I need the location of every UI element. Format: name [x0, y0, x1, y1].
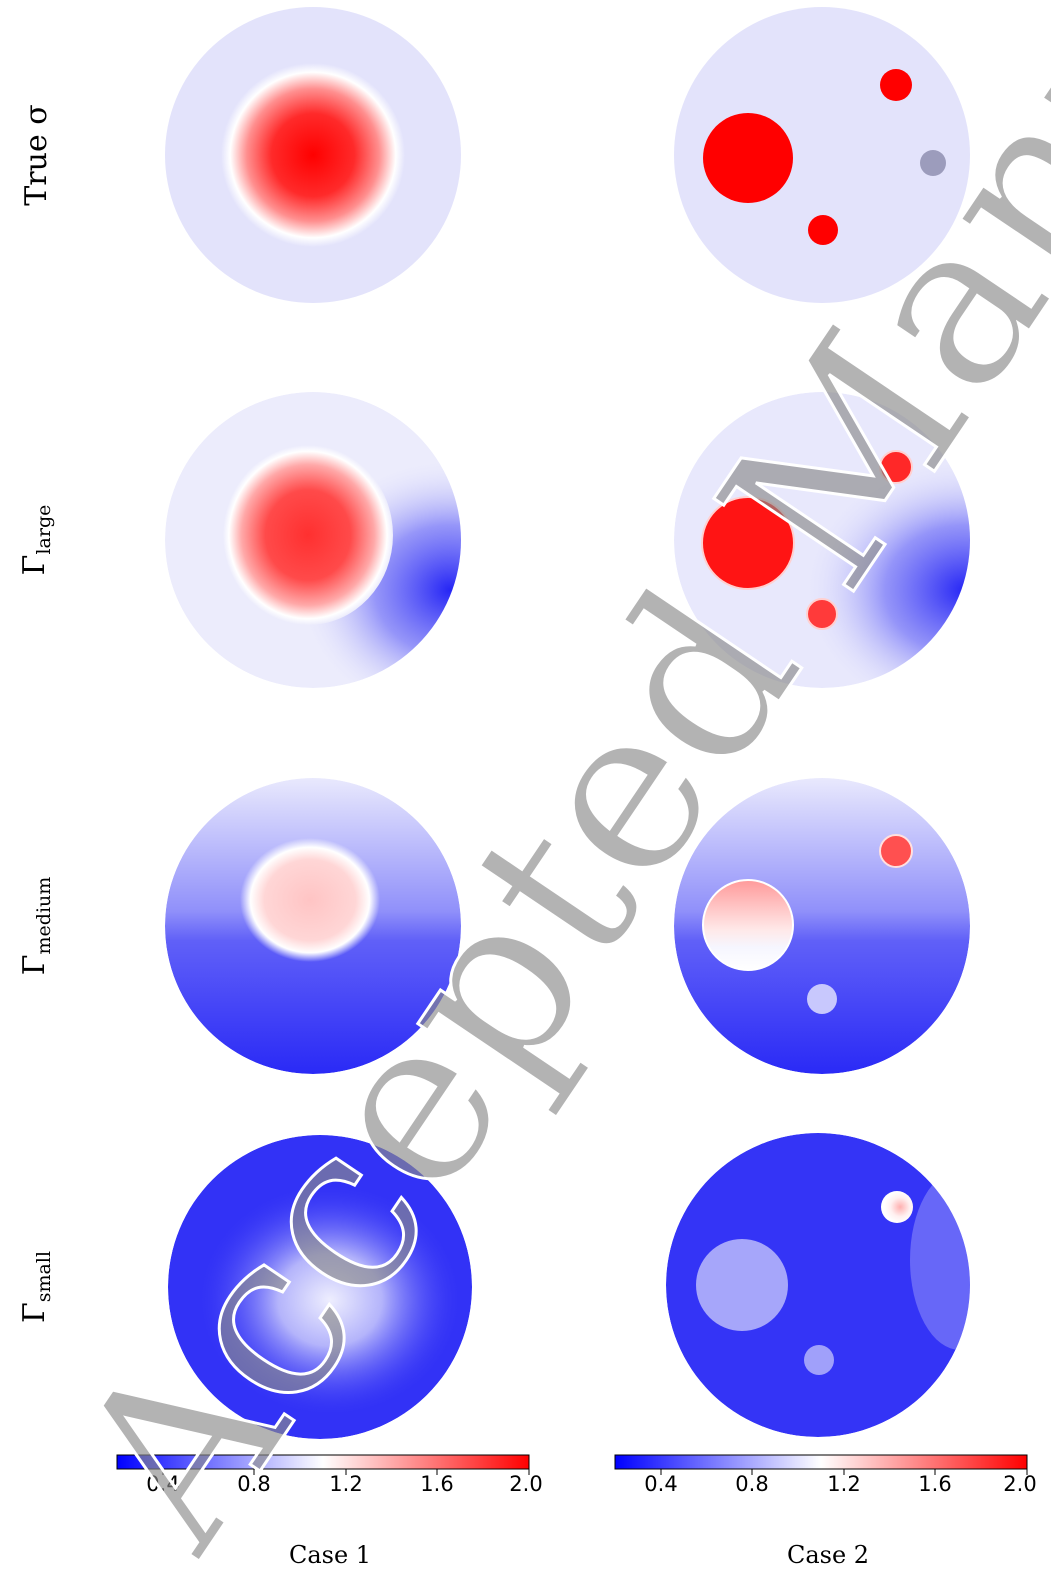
colorbar2-tick: 1.2	[827, 1472, 861, 1496]
colorbar1-tick: 1.2	[329, 1472, 363, 1496]
panel-small-case2	[666, 1133, 970, 1437]
panel-true-case2	[674, 7, 970, 303]
panel-true-case1	[165, 7, 461, 303]
panel-large-case2	[674, 392, 970, 688]
column-label-case1: Case 1	[288, 1541, 372, 1569]
row-label-medium: Γmedium	[17, 876, 55, 976]
row-label-large: Γlarge	[17, 504, 55, 576]
colorbar2-tick: 0.4	[644, 1472, 678, 1496]
panel-large-case1	[165, 392, 461, 688]
panel-medium-case2	[674, 778, 970, 1074]
colorbar-case1	[116, 1454, 530, 1475]
colorbar2-tick: 2.0	[1003, 1472, 1037, 1496]
colorbar1-tick: 0.4	[146, 1472, 180, 1496]
panel-medium-case1	[165, 778, 461, 1074]
row-label-small: Γsmall	[17, 1250, 55, 1324]
panel-small-case1	[168, 1135, 472, 1439]
column-label-case2: Case 2	[786, 1541, 870, 1569]
colorbar1-tick: 0.8	[237, 1472, 271, 1496]
row-label-true: True σ	[19, 104, 54, 206]
colorbar1-tick: 1.6	[420, 1472, 454, 1496]
colorbar-case2	[614, 1454, 1028, 1475]
colorbar2-tick: 1.6	[918, 1472, 952, 1496]
colorbar1-tick: 2.0	[509, 1472, 543, 1496]
colorbar2-tick: 0.8	[735, 1472, 769, 1496]
